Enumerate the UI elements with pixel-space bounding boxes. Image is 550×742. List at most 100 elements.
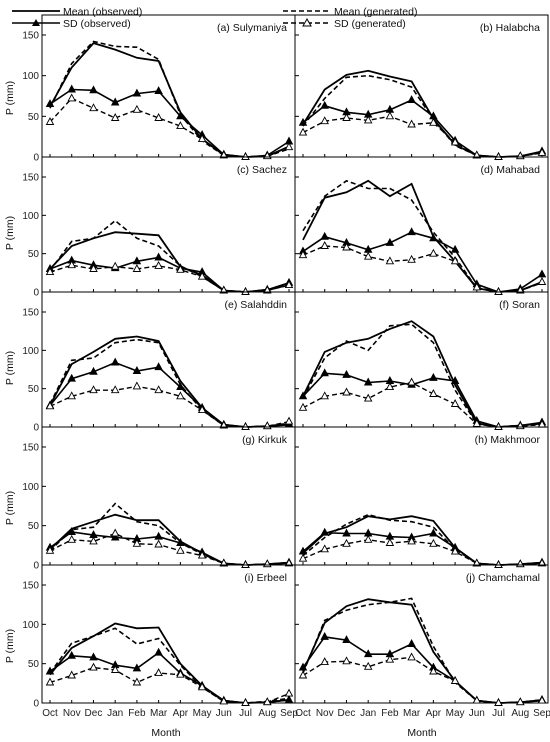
point-sd-generated <box>537 277 547 285</box>
point-sd-generated <box>89 264 98 272</box>
legend: Mean (observed) Mean (generated) SD (obs… <box>12 6 417 30</box>
series-line-mean-generated <box>302 179 543 293</box>
x-tick-label: Aug <box>258 708 276 719</box>
panel-title: (j) Chamchamal <box>466 572 540 584</box>
panel: 0 50 100 150 (g) Kirkuk <box>22 426 296 572</box>
point-sd-generated <box>363 661 373 670</box>
y-tick-label: 50 <box>28 659 40 670</box>
point-sd-observed <box>342 528 351 537</box>
point-sd-generated <box>45 677 55 686</box>
legend-label-sd-observed: SD (observed) <box>63 18 131 30</box>
series-line-sd-observed <box>302 231 543 293</box>
point-sd-generated <box>154 385 163 394</box>
point-sd-generated <box>298 553 308 562</box>
point-sd-observed <box>320 631 329 640</box>
point-sd-observed <box>89 652 98 661</box>
panel-frame <box>41 156 296 293</box>
y-tick-label: 0 <box>33 561 39 572</box>
series-line-sd-generated <box>302 381 543 428</box>
x-axis-label-left: Month <box>151 727 180 739</box>
x-tick-label: Feb <box>128 708 146 719</box>
point-sd-generated <box>132 538 142 547</box>
series-line-sd-observed <box>49 651 290 704</box>
point-sd-generated <box>407 254 416 263</box>
point-sd-observed <box>45 666 55 675</box>
x-tick-label: May <box>446 708 465 719</box>
point-sd-generated <box>219 558 229 567</box>
series-line-sd-generated <box>49 264 290 293</box>
panel-frame <box>41 426 296 566</box>
y-tick-label: 150 <box>22 31 39 42</box>
point-sd-observed <box>67 373 76 382</box>
series-line-mean-observed <box>302 179 543 293</box>
point-sd-generated <box>132 381 142 390</box>
point-sd-generated <box>45 117 55 125</box>
x-tick-label: Mar <box>150 708 168 719</box>
legend-label-mean-observed: Mean (observed) <box>63 6 142 18</box>
point-sd-generated <box>494 422 503 430</box>
point-sd-generated <box>219 420 229 429</box>
point-sd-observed <box>67 527 76 535</box>
series-line-mean-observed <box>302 515 543 566</box>
point-sd-generated <box>110 665 120 673</box>
y-tick-label: 100 <box>22 71 39 82</box>
point-sd-generated <box>472 558 482 567</box>
point-sd-generated <box>407 536 416 545</box>
point-sd-generated <box>385 111 395 120</box>
point-sd-generated <box>320 657 329 666</box>
point-sd-generated <box>472 695 482 704</box>
point-sd-generated <box>89 385 98 394</box>
point-sd-observed <box>110 97 120 106</box>
point-sd-observed <box>154 86 163 95</box>
series-line-mean-observed <box>302 598 543 704</box>
series-line-mean-generated <box>302 597 543 704</box>
y-tick-label: 0 <box>33 699 39 710</box>
point-sd-observed <box>342 635 351 644</box>
panel-frame <box>294 291 549 428</box>
point-sd-generated <box>516 697 525 706</box>
y-tick-label: 50 <box>28 384 40 395</box>
point-sd-generated <box>385 654 395 663</box>
x-tick-label: Jun <box>216 708 232 719</box>
point-sd-generated <box>298 250 308 259</box>
series-line-mean-generated <box>49 40 290 158</box>
point-sd-observed <box>363 649 373 658</box>
point-sd-observed <box>154 647 163 656</box>
x-tick-label: Mar <box>403 708 421 719</box>
point-sd-generated <box>284 558 294 567</box>
y-tick-label: 0 <box>33 153 39 164</box>
x-tick-label: May <box>193 708 212 719</box>
y-tick-label: 50 <box>28 112 40 123</box>
point-sd-observed <box>450 244 460 253</box>
point-sd-generated <box>263 285 272 294</box>
point-sd-observed <box>429 233 438 242</box>
point-sd-generated <box>298 670 308 679</box>
legend-marker-sd-observed <box>32 19 40 26</box>
x-tick-label: Jan <box>360 708 376 719</box>
point-sd-generated <box>67 260 76 269</box>
point-sd-observed <box>298 117 308 126</box>
point-sd-observed <box>132 366 142 374</box>
point-sd-generated <box>197 271 207 280</box>
point-sd-generated <box>45 545 55 554</box>
point-sd-generated <box>241 287 250 295</box>
point-sd-generated <box>385 256 395 265</box>
x-tick-label: Sep <box>280 708 298 719</box>
point-sd-generated <box>176 264 185 273</box>
y-tick-label: 50 <box>28 521 40 532</box>
panel-frame <box>294 564 549 704</box>
point-sd-generated <box>176 121 185 130</box>
series-line-mean-generated <box>49 219 290 293</box>
point-sd-generated <box>385 382 395 391</box>
panel-frame <box>294 14 549 158</box>
panel: (b) Halabcha <box>294 14 549 160</box>
series-line-sd-generated <box>49 97 290 158</box>
point-sd-generated <box>429 666 438 675</box>
point-sd-observed <box>363 377 373 386</box>
legend-label-mean-generated: Mean (generated) <box>334 6 417 18</box>
point-sd-generated <box>342 656 351 665</box>
point-sd-observed <box>407 95 416 104</box>
series-line-mean-generated <box>302 513 543 566</box>
series-line-mean-observed <box>49 335 290 428</box>
